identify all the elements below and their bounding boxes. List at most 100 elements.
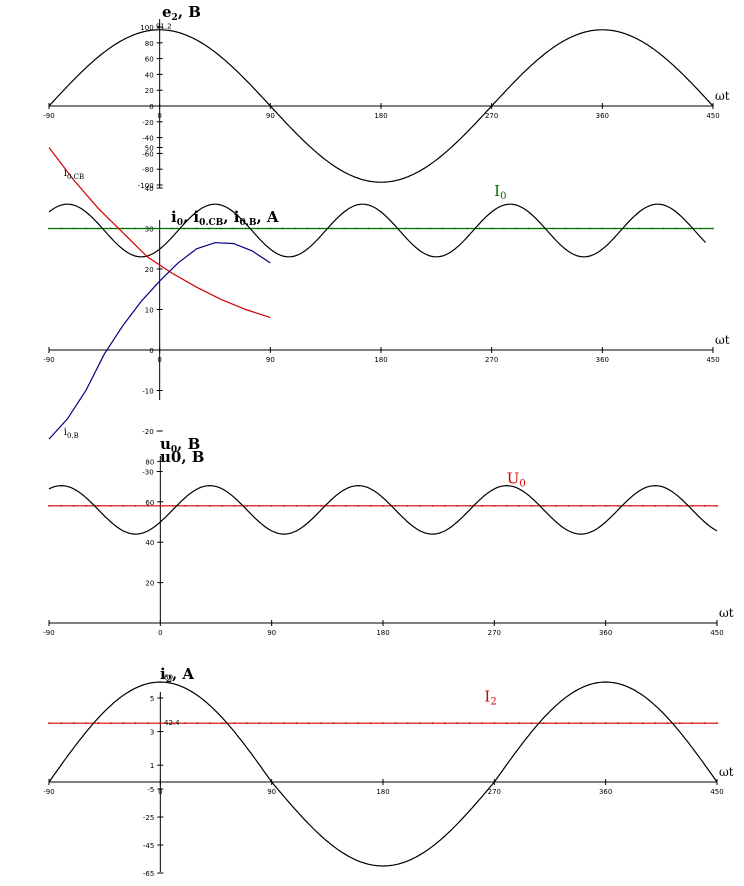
series-dot	[207, 227, 210, 230]
x-tick-label: 360	[599, 788, 612, 796]
y-tick-label: -80	[142, 166, 153, 174]
series-dot	[134, 227, 136, 230]
x-tick-label: 180	[376, 629, 389, 637]
x-tick-label: 270	[488, 788, 501, 796]
series-dot	[654, 504, 657, 507]
series-dot	[629, 722, 632, 725]
series-dot	[109, 504, 112, 507]
series-dot	[716, 504, 718, 507]
series-dot	[270, 504, 273, 507]
series-dot	[48, 722, 50, 725]
x-tick-label: 90	[266, 112, 275, 120]
series-dot	[419, 722, 422, 725]
x-tick-label: 450	[710, 629, 723, 637]
x-tick-label: 450	[706, 112, 719, 120]
series-dot	[147, 722, 149, 725]
series-dot	[48, 504, 50, 507]
x-tick-label: 360	[596, 356, 609, 364]
series-dot	[220, 227, 223, 230]
x-axis-label: ωt	[715, 89, 730, 103]
y-tick-label: -20	[142, 119, 153, 127]
annotation: I2	[484, 687, 496, 707]
series-dot	[589, 227, 591, 230]
x-tick-label: 90	[267, 788, 276, 796]
series-dot	[332, 722, 335, 725]
series-dot	[295, 504, 298, 507]
series-i0-B	[48, 242, 271, 440]
series-dot	[468, 722, 471, 725]
series-dot	[183, 227, 186, 230]
y-tick-label: 50	[145, 145, 154, 153]
series-dot	[270, 722, 273, 725]
series-dot	[307, 722, 310, 725]
series-dot	[97, 722, 100, 725]
series-dot	[246, 722, 248, 725]
x-tick-label: 0	[157, 356, 161, 364]
series-dot	[122, 722, 125, 725]
y-tick-label: 0	[149, 103, 153, 111]
series-dot	[429, 227, 432, 230]
y-tick-label: 20	[145, 87, 154, 95]
y-tick-label: 0	[149, 347, 153, 355]
y-tick-label: 5	[150, 695, 154, 703]
series-dot	[515, 227, 518, 230]
x-tick-label: 0	[158, 788, 162, 796]
y-tick-label: -30	[142, 469, 153, 477]
series-dot	[295, 722, 298, 725]
series-dot	[666, 722, 669, 725]
series-dot	[617, 504, 619, 507]
chart-panel-1: -90 0 90 180 270 360 450 100 80 60 40 20 0 -20 -40 -60 -…	[43, 3, 730, 190]
y-tick-label: 100	[140, 24, 153, 32]
x-tick-label: 270	[485, 112, 498, 120]
series-dot	[344, 504, 347, 507]
annotation: I0	[494, 182, 506, 202]
series-dot	[258, 504, 261, 507]
series-dot	[60, 722, 63, 725]
panel-title: i2, A	[160, 665, 194, 685]
series-dot	[84, 227, 87, 230]
series-dot	[478, 227, 481, 230]
series-dot	[699, 227, 702, 230]
series-i2	[48, 681, 718, 867]
series-dot	[503, 227, 505, 230]
series-dot	[530, 504, 533, 507]
series-dot	[60, 504, 63, 507]
series-dot	[431, 722, 434, 725]
series-dot	[493, 504, 496, 507]
x-tick-label: -90	[43, 629, 54, 637]
series-dot	[184, 504, 186, 507]
series-dot	[369, 722, 372, 725]
series-dot	[48, 227, 50, 230]
series-dot	[678, 504, 681, 507]
series-dot	[662, 227, 665, 230]
series-dot	[505, 722, 508, 725]
x-tick-label: 180	[374, 112, 387, 120]
series-dot	[675, 227, 678, 230]
series-dot	[281, 227, 284, 230]
series-dot	[481, 504, 483, 507]
series-dot	[691, 722, 694, 725]
y-tick-label: -5	[147, 786, 154, 794]
series-dot	[232, 227, 235, 230]
series-dot	[539, 227, 542, 230]
series-dot	[357, 722, 360, 725]
series-dot	[604, 504, 607, 507]
y-tick-label: -25	[143, 814, 154, 822]
annotation: i0.B	[64, 427, 79, 440]
x-axis-label: ωt	[719, 765, 734, 779]
series-dot	[394, 504, 397, 507]
series-dot	[357, 504, 360, 507]
x-tick-label: 450	[706, 356, 719, 364]
x-tick-label: 90	[266, 356, 275, 364]
series-dot	[716, 722, 718, 725]
series-dot	[318, 227, 321, 230]
series-dot	[601, 227, 604, 230]
series-dot	[283, 722, 285, 725]
y-tick-label: -45	[143, 842, 154, 850]
y-tick-label: -65	[143, 870, 154, 878]
series-dot	[72, 722, 75, 725]
y-tick-label: 40	[145, 71, 154, 79]
annotation: 91.2	[156, 23, 172, 31]
series-dot	[355, 227, 358, 230]
series-dot	[555, 504, 558, 507]
